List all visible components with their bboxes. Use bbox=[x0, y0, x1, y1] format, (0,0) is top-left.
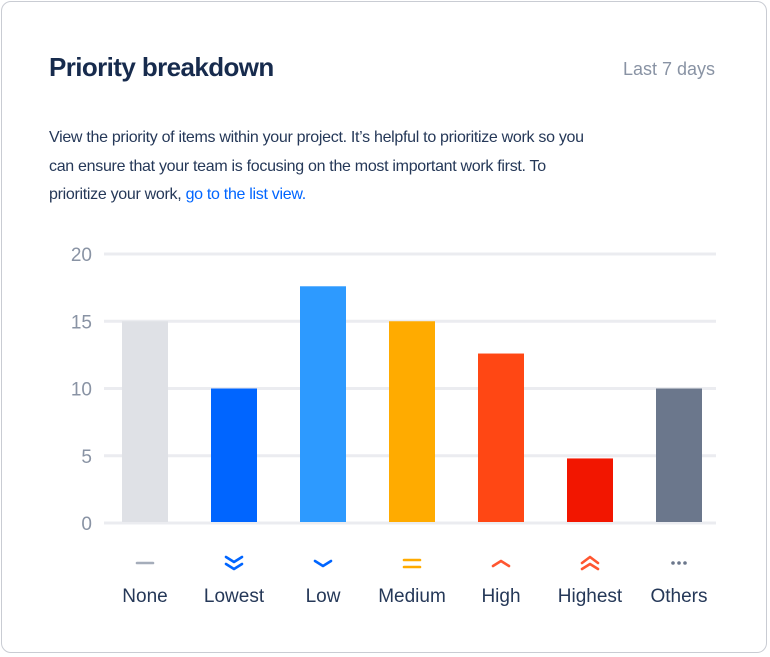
equals-icon bbox=[402, 558, 422, 569]
y-tick-label: 0 bbox=[81, 514, 92, 535]
description-line: prioritize your work, bbox=[49, 186, 186, 203]
y-tick-label: 20 bbox=[71, 245, 92, 266]
double-chevron-down-icon bbox=[224, 555, 244, 571]
card-title: Priority breakdown bbox=[49, 52, 274, 82]
ellipsis-icon bbox=[671, 561, 687, 565]
y-tick-label: 10 bbox=[71, 380, 92, 401]
y-tick-label: 5 bbox=[81, 447, 92, 468]
x-tick-label: Medium bbox=[378, 586, 446, 607]
bar-highest bbox=[567, 458, 613, 522]
bar-none bbox=[122, 321, 168, 522]
bar-lowest bbox=[211, 388, 257, 522]
description: View the priority of items within your p… bbox=[49, 124, 584, 210]
description-line: can ensure that your team is focusing on… bbox=[49, 157, 546, 175]
list-view-link[interactable]: go to the list view. bbox=[185, 186, 307, 203]
bar-others bbox=[656, 388, 702, 522]
double-chevron-up-icon bbox=[580, 555, 600, 571]
x-tick-label: High bbox=[481, 586, 520, 607]
chevron-up-icon bbox=[491, 559, 511, 568]
x-tick-label: Lowest bbox=[204, 586, 265, 607]
description-line: View the priority of items within your p… bbox=[49, 129, 584, 146]
x-tick-label: None bbox=[122, 586, 167, 607]
bar-medium bbox=[389, 321, 435, 522]
x-tick-label: Others bbox=[650, 586, 707, 607]
chevron-down-icon bbox=[313, 559, 333, 568]
date-range-label: Last 7 days bbox=[622, 59, 715, 79]
bar-high bbox=[478, 353, 524, 522]
x-tick-label: Low bbox=[306, 586, 341, 607]
bar-low bbox=[300, 286, 346, 522]
x-tick-label: Highest bbox=[558, 586, 623, 607]
y-tick-label: 15 bbox=[71, 312, 92, 333]
